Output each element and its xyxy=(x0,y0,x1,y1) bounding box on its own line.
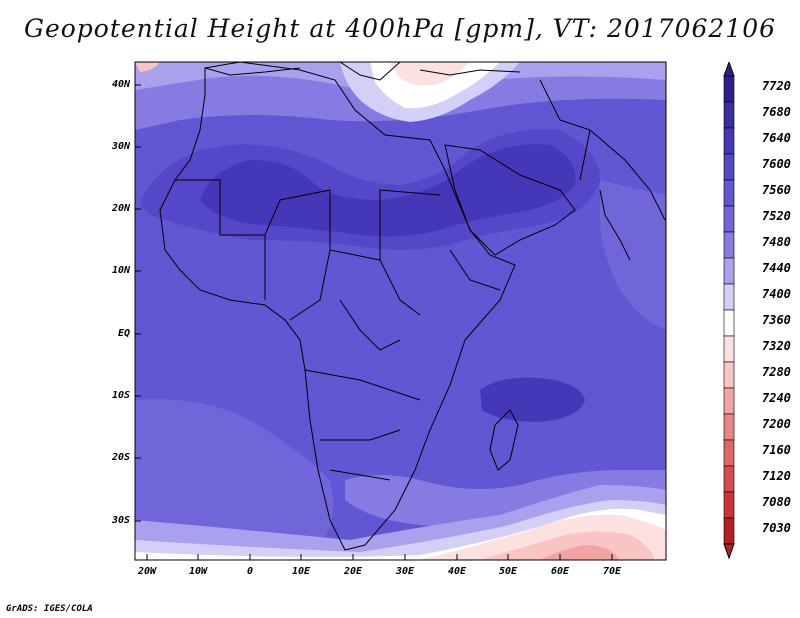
legend-swatch xyxy=(723,153,735,181)
lon-label: 10W xyxy=(188,566,208,577)
legend-level-label: 7320 xyxy=(762,339,791,353)
legend-swatch xyxy=(723,283,735,311)
lon-label: 10E xyxy=(291,566,311,577)
lon-label: 30E xyxy=(395,566,415,577)
lat-label: 40N xyxy=(111,79,130,90)
axis-ticks xyxy=(135,84,613,560)
legend-level-label: 7560 xyxy=(762,183,791,197)
height-field xyxy=(135,62,666,560)
legend-level-label: 7400 xyxy=(762,287,791,301)
lat-label: 10S xyxy=(111,390,130,401)
legend-swatch xyxy=(723,309,735,337)
legend-swatch xyxy=(723,465,735,493)
legend-level-label: 7120 xyxy=(762,469,791,483)
legend-level-label: 7200 xyxy=(762,417,791,431)
lon-label: 70E xyxy=(602,566,622,577)
legend-level-label: 7440 xyxy=(762,261,791,275)
legend-swatch xyxy=(723,361,735,389)
legend-level-label: 7080 xyxy=(762,495,791,509)
color-legend xyxy=(723,62,735,560)
lon-label: 20W xyxy=(137,566,157,577)
lat-label: 30S xyxy=(111,515,130,526)
legend-level-label: 7480 xyxy=(762,235,791,249)
legend-swatch xyxy=(723,75,735,103)
lon-label: 40E xyxy=(447,566,467,577)
coastlines xyxy=(159,62,666,551)
legend-level-label: 7160 xyxy=(762,443,791,457)
legend-level-label: 7030 xyxy=(762,521,791,535)
map-frame xyxy=(134,61,667,561)
lat-label: 20S xyxy=(111,452,130,463)
legend-level-label: 7600 xyxy=(762,157,791,171)
lat-label: EQ xyxy=(117,328,130,339)
legend-arrow-bottom xyxy=(723,543,735,560)
legend-swatch xyxy=(723,179,735,207)
legend-swatch xyxy=(723,517,735,545)
lon-label: 60E xyxy=(550,566,570,577)
lon-label: 0 xyxy=(246,566,254,577)
legend-level-label: 7680 xyxy=(762,105,791,119)
legend-swatch xyxy=(723,101,735,129)
lat-label: 10N xyxy=(111,265,130,276)
legend-swatch xyxy=(723,335,735,363)
legend-arrow-top xyxy=(723,62,735,77)
legend-swatch xyxy=(723,439,735,467)
legend-swatch xyxy=(723,387,735,415)
legend-level-label: 7520 xyxy=(762,209,791,223)
legend-swatch xyxy=(723,491,735,519)
legend-level-label: 7720 xyxy=(762,79,791,93)
legend-swatch xyxy=(723,231,735,259)
lon-label: 50E xyxy=(498,566,518,577)
legend-level-label: 7360 xyxy=(762,313,791,327)
legend-swatch xyxy=(723,205,735,233)
legend-level-label: 7280 xyxy=(762,365,791,379)
grads-credit: GrADS: IGES/COLA xyxy=(6,604,93,614)
legend-swatch xyxy=(723,257,735,285)
legend-level-label: 7240 xyxy=(762,391,791,405)
legend-swatch xyxy=(723,127,735,155)
lat-label: 20N xyxy=(111,203,130,214)
map-title: Geopotential Height at 400hPa [gpm], VT:… xyxy=(23,14,777,43)
lat-label: 30N xyxy=(111,141,130,152)
lon-label: 20E xyxy=(343,566,363,577)
legend-level-label: 7640 xyxy=(762,131,791,145)
legend-swatch xyxy=(723,413,735,441)
